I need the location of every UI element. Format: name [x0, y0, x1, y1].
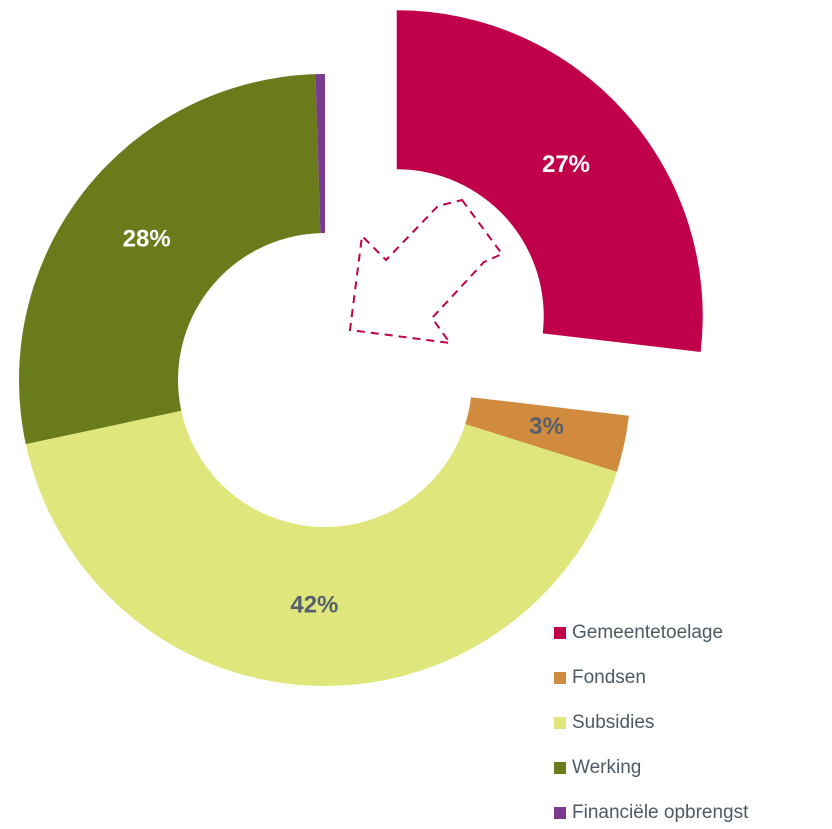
donut-slice — [396, 10, 703, 352]
legend-label: Werking — [572, 757, 641, 778]
donut-slice — [315, 74, 325, 234]
legend-label: Subsidies — [572, 712, 654, 733]
donut-slice — [25, 410, 617, 687]
legend-label: Gemeentetoelage — [572, 622, 723, 643]
value-label: 3% — [529, 413, 564, 440]
legend-swatch — [554, 762, 566, 774]
value-label: 42% — [290, 592, 338, 619]
legend-swatch — [554, 807, 566, 819]
legend-label: Financiële opbrengst — [572, 802, 749, 823]
arrow-decoration — [348, 198, 504, 345]
donut-slice — [19, 74, 321, 445]
legend-label: Fondsen — [572, 667, 646, 688]
legend-swatch — [554, 672, 566, 684]
value-label: 28% — [123, 226, 171, 253]
donut-slice — [465, 397, 629, 472]
value-label: 27% — [542, 151, 590, 178]
legend-swatch — [554, 717, 566, 729]
legend-swatch — [554, 627, 566, 639]
